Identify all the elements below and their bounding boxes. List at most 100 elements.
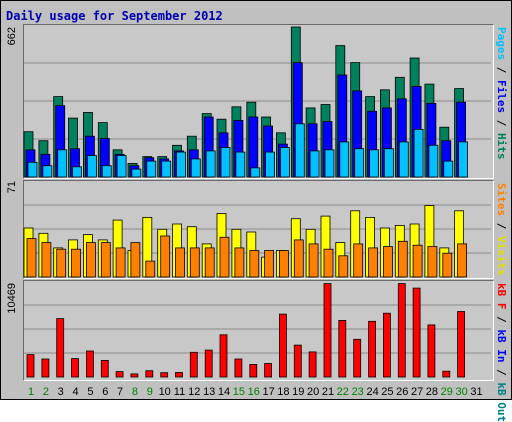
bar-pages-day-1 xyxy=(27,161,38,178)
x-tick-label: 6 xyxy=(102,386,108,398)
bar-pages-day-26 xyxy=(398,141,409,178)
x-tick-label: 10 xyxy=(159,386,171,398)
bar-pages-day-6 xyxy=(101,165,112,178)
bar-chart-svg: 1 2 3 4 5 6 7 8 9 10 11 12 13 14 15 16 17 18 19 20 21 22 23 24 2… xyxy=(23,26,491,398)
bar-pages-day-17 xyxy=(265,151,276,178)
chart-title: Daily usage for September 2012 xyxy=(6,9,223,23)
bar-pages-day-13 xyxy=(205,150,216,178)
bar-kb-f-day-24 xyxy=(368,320,377,378)
bar-sites-day-9 xyxy=(145,260,156,278)
bar-pages-day-29 xyxy=(443,160,454,178)
bar-sites-day-14 xyxy=(219,236,230,278)
panel1-legend: Pages / Files / Hits xyxy=(495,27,508,160)
bar-kb-f-day-13 xyxy=(204,349,213,378)
legend-separator: / xyxy=(495,309,508,330)
legend-separator: / xyxy=(495,362,508,383)
bar-sites-day-6 xyxy=(100,242,111,278)
legend-hits: Hits xyxy=(495,133,508,160)
bar-pages-day-18 xyxy=(279,147,290,178)
bar-sites-day-15 xyxy=(234,247,245,278)
legend-sites: Sites xyxy=(495,183,508,217)
x-tick-label: 20 xyxy=(307,386,319,398)
bar-pages-day-4 xyxy=(72,166,82,178)
legend-separator: / xyxy=(495,216,508,236)
bar-sites-day-10 xyxy=(160,235,171,278)
x-tick-label: 18 xyxy=(277,386,289,398)
x-tick-label: 8 xyxy=(132,386,138,398)
bar-kb-f-day-23 xyxy=(353,338,362,378)
x-tick-label: 16 xyxy=(248,386,260,398)
x-tick-label: 29 xyxy=(441,386,453,398)
x-tick-label: 27 xyxy=(411,386,423,398)
bar-kb-f-day-29 xyxy=(442,370,451,378)
bar-sites-day-23 xyxy=(353,243,364,278)
bar-kb-f-day-3 xyxy=(56,318,65,378)
legend-kb-in: kB In xyxy=(495,329,508,363)
bar-pages-day-8 xyxy=(131,168,142,178)
bar-pages-day-5 xyxy=(87,155,97,178)
bar-kb-f-day-19 xyxy=(293,344,302,378)
bar-kb-f-day-17 xyxy=(264,363,273,378)
x-tick-label: 1 xyxy=(28,386,34,398)
x-tick-label: 26 xyxy=(396,386,408,398)
x-tick-label: 21 xyxy=(322,386,334,398)
x-tick-label: 14 xyxy=(218,386,230,398)
bar-pages-day-11 xyxy=(176,151,186,178)
bar-sites-day-24 xyxy=(368,247,379,278)
bar-pages-day-2 xyxy=(42,165,53,178)
bar-kb-f-day-1 xyxy=(26,354,35,378)
bar-kb-f-day-8 xyxy=(130,373,139,378)
x-tick-label: 2 xyxy=(43,386,49,398)
legend-visits: Visits xyxy=(495,236,508,276)
bar-sites-day-19 xyxy=(293,239,304,278)
x-tick-label: 5 xyxy=(87,386,93,398)
bar-kb-f-day-27 xyxy=(412,287,421,378)
x-tick-label: 24 xyxy=(366,386,378,398)
bar-sites-day-22 xyxy=(338,255,349,278)
bar-kb-f-day-30 xyxy=(457,311,466,378)
bar-pages-day-10 xyxy=(161,160,172,178)
bar-pages-day-23 xyxy=(354,148,365,178)
x-tick-label: 15 xyxy=(233,386,245,398)
x-tick-label: 7 xyxy=(117,386,123,398)
bar-kb-f-day-4 xyxy=(71,358,79,378)
legend-separator: / xyxy=(495,60,508,80)
x-tick-label: 30 xyxy=(455,386,467,398)
bar-kb-f-day-26 xyxy=(397,283,406,378)
bar-sites-day-8 xyxy=(130,242,141,278)
bar-kb-f-day-22 xyxy=(338,319,347,378)
bar-kb-f-day-18 xyxy=(278,313,287,378)
bar-pages-day-3 xyxy=(57,149,68,178)
bar-sites-day-1 xyxy=(26,238,37,278)
bar-sites-day-30 xyxy=(457,243,468,278)
bar-sites-day-27 xyxy=(412,244,423,278)
bar-pages-day-12 xyxy=(190,158,201,178)
x-tick-label: 3 xyxy=(58,386,64,398)
x-tick-label: 13 xyxy=(203,386,215,398)
bar-pages-day-19 xyxy=(294,123,305,178)
bar-sites-day-29 xyxy=(442,252,453,278)
bar-pages-day-24 xyxy=(369,149,380,178)
bar-sites-day-11 xyxy=(175,247,185,278)
bar-pages-day-9 xyxy=(146,160,157,178)
x-tick-label: 23 xyxy=(352,386,364,398)
bar-pages-day-20 xyxy=(309,150,320,178)
bar-sites-day-7 xyxy=(115,247,126,278)
bar-kb-f-day-11 xyxy=(175,372,183,378)
bar-kb-f-day-7 xyxy=(115,371,124,378)
bar-kb-f-day-2 xyxy=(41,358,50,378)
x-tick-label: 31 xyxy=(470,386,482,398)
bar-sites-day-18 xyxy=(278,250,289,278)
bar-sites-day-16 xyxy=(249,250,260,278)
bar-kb-f-day-16 xyxy=(249,363,258,378)
bar-pages-day-7 xyxy=(116,155,127,178)
bar-kb-f-day-25 xyxy=(382,312,391,378)
bar-pages-day-27 xyxy=(413,128,424,178)
bar-pages-day-22 xyxy=(339,141,350,178)
bar-pages-day-16 xyxy=(250,167,261,178)
bar-sites-day-20 xyxy=(308,243,319,278)
x-tick-label: 19 xyxy=(292,386,304,398)
bar-sites-day-28 xyxy=(427,246,438,278)
bar-sites-day-13 xyxy=(204,247,215,278)
